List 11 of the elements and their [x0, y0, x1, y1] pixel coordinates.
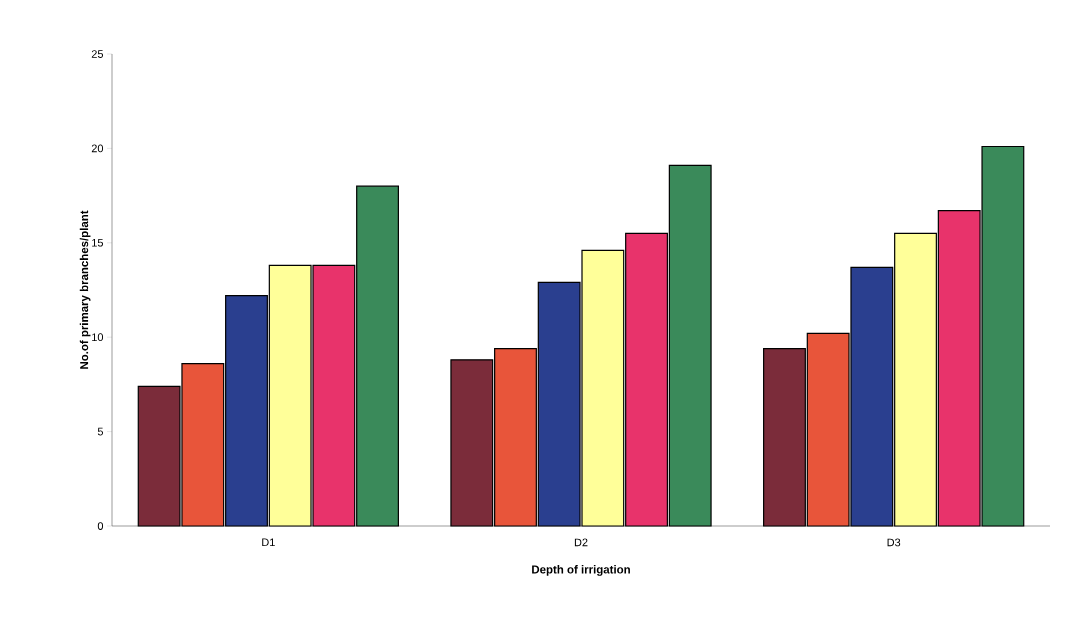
x-tick-label: D2 — [574, 538, 588, 547]
y-axis-title: No.of primary branches/plant — [79, 210, 91, 369]
y-tick-label: 20 — [91, 144, 104, 153]
y-tick-label: 15 — [92, 238, 104, 247]
x-tick-label: D1 — [262, 538, 275, 547]
x-tick-label: D3 — [887, 538, 901, 547]
y-tick-label: 25 — [91, 50, 104, 58]
y-tick-label: 5 — [97, 427, 104, 436]
y-tick-label: 10 — [92, 333, 104, 342]
x-axis-title: Depth of irrigation — [532, 565, 630, 576]
y-tick-label: 0 — [97, 522, 104, 530]
